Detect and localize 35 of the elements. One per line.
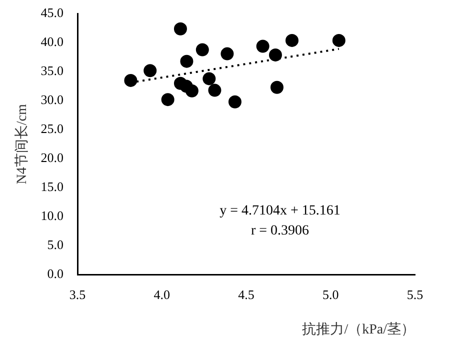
point [256,40,270,53]
y-tick-label: 0.0 [47,266,64,282]
point [196,43,209,56]
y-tick-label: 40.0 [40,34,64,50]
point [332,34,346,47]
y-tick-label: 15.0 [40,179,64,194]
point [220,47,234,60]
y-tick-label: 20.0 [40,150,64,166]
y-tick-label: 10.0 [40,208,64,224]
point [270,80,284,94]
point [268,48,282,62]
x-tick-label: 4.0 [154,286,170,302]
annotation: y = 4.7104x + 15.161 [220,204,340,219]
point [161,93,174,106]
y-tick-label: 30.0 [40,92,64,108]
annotation: r = 0.3906 [250,224,310,239]
point [144,64,157,78]
x-axis-title: 抗推力/（kPa/茎） [302,321,415,338]
y-tick-label: 5.0 [47,237,64,252]
y-tick-label: 45.0 [40,5,64,20]
point [174,22,187,36]
point [202,72,216,86]
y-axis-title: N4节间长/cm [14,104,30,184]
x-tick-label: 5.5 [406,286,424,302]
point [185,84,198,98]
point [286,34,298,47]
y-tick-label: 25.0 [40,121,64,136]
point [208,84,222,97]
x-tick-label: 5.0 [322,286,339,302]
point [180,54,194,68]
point [124,74,138,87]
point [228,95,242,108]
x-tick-label: 3.5 [69,286,86,302]
x-tick-label: 4.5 [238,286,254,302]
y-tick-label: 35.0 [40,63,64,78]
